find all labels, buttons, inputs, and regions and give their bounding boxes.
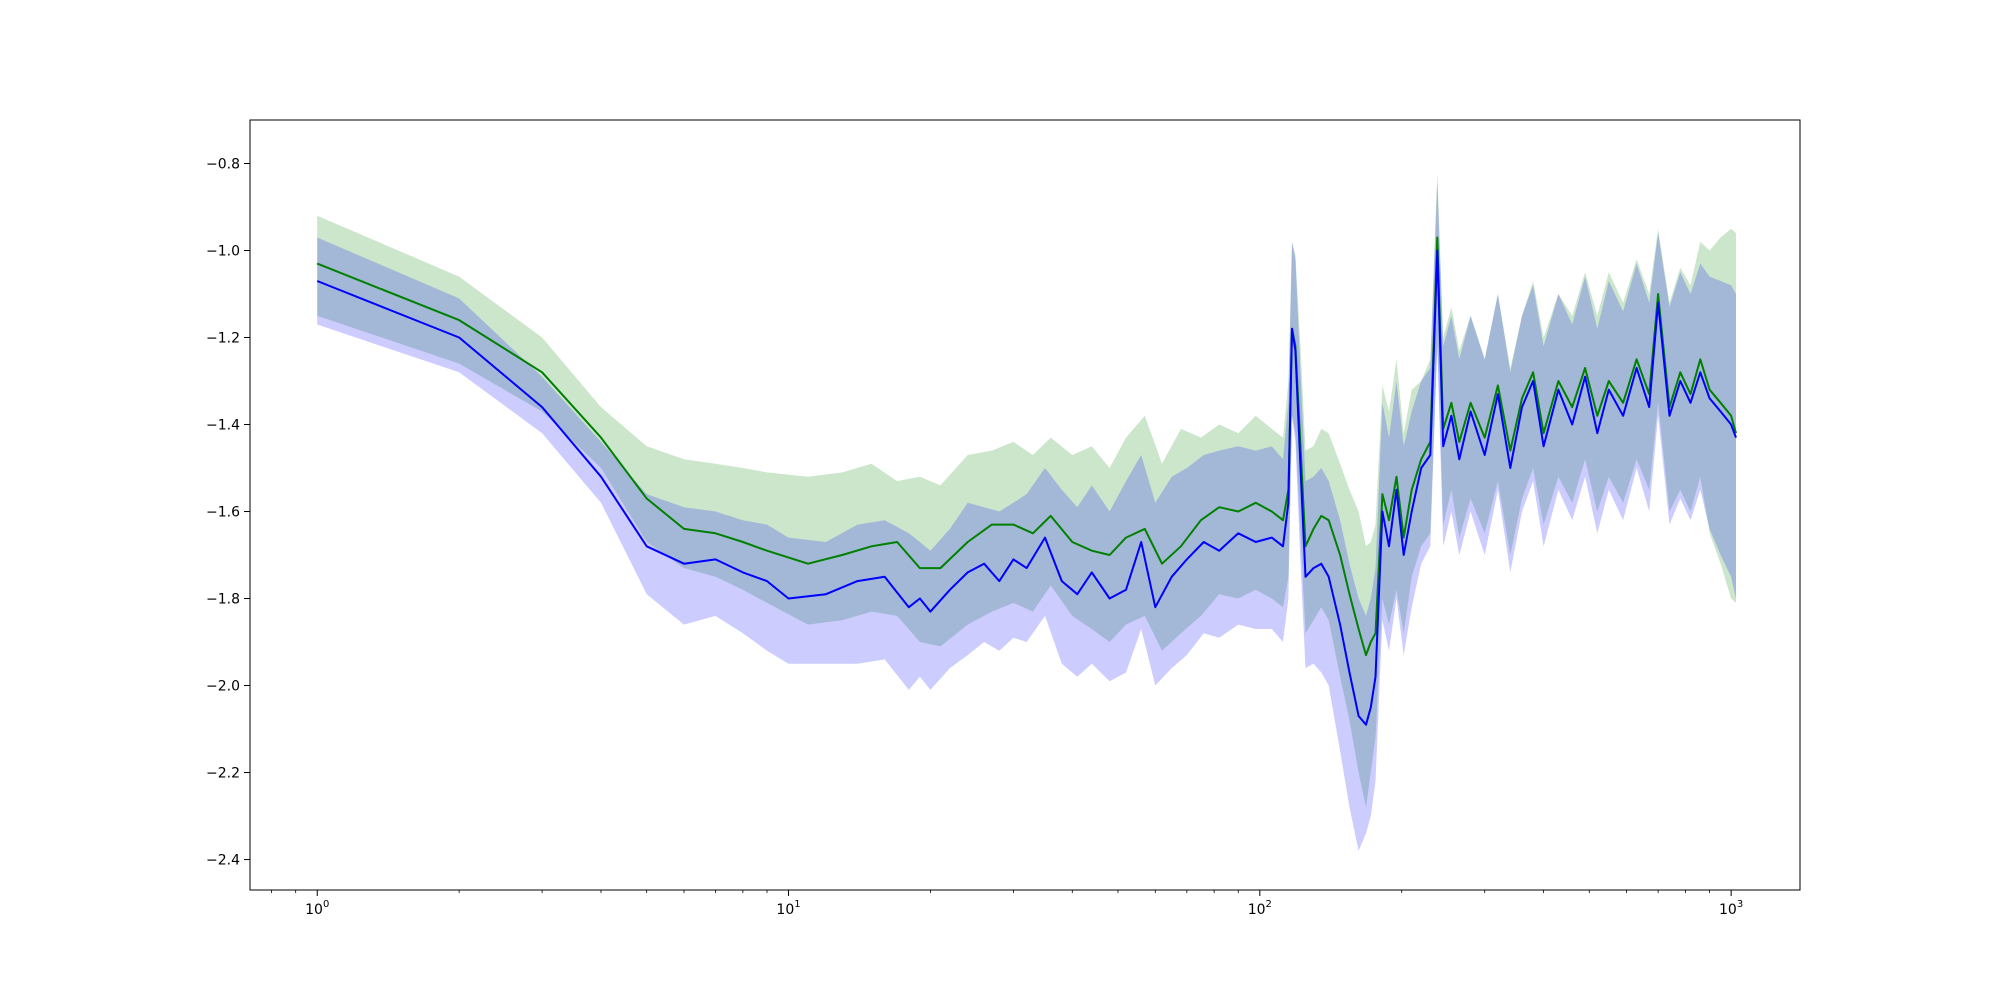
y-tick-label: −2.0	[206, 679, 240, 695]
y-tick-label: −1.2	[206, 331, 240, 347]
bands-layer	[317, 172, 1737, 851]
y-tick-label: −2.2	[206, 766, 240, 782]
y-tick-label: −0.8	[206, 157, 240, 173]
y-tick-label: −1.4	[206, 418, 240, 434]
series-1-line	[316, 236, 1737, 657]
plot-frame	[249, 119, 1801, 891]
lines-layer	[316, 236, 1737, 726]
y-tick-label: −2.4	[206, 853, 240, 869]
y-axis: −0.8 −1.0 −1.2 −1.4 −1.6 −1.8 −2.0 −2.2 −2.4	[206, 157, 250, 869]
series-2-band	[317, 180, 1737, 851]
y-tick-label: −1.8	[206, 592, 240, 608]
series-2-line	[316, 249, 1737, 726]
y-tick-label: −1.6	[206, 505, 240, 521]
y-tick-label: −1.0	[206, 244, 240, 260]
series-1-band	[317, 172, 1737, 808]
